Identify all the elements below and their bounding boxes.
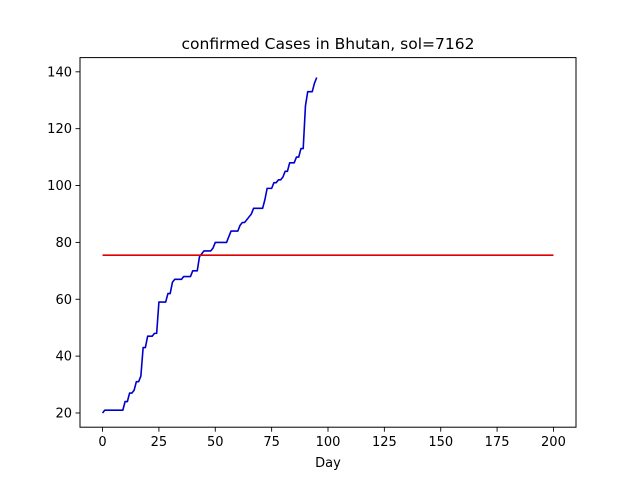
series-layer xyxy=(101,77,554,414)
y-tick-label: 60 xyxy=(55,293,72,308)
y-tick-label: 40 xyxy=(55,350,72,365)
chart-title: confirmed Cases in Bhutan, sol=7162 xyxy=(182,35,475,53)
x-tick-label: 50 xyxy=(207,435,224,450)
x-tick-label: 150 xyxy=(428,435,453,450)
x-axis: 0 25 50 75 100 125 150 175 200 xyxy=(98,427,566,450)
x-axis-label: Day xyxy=(315,456,341,471)
y-tick-label: 100 xyxy=(47,179,72,194)
series-line-0 xyxy=(101,77,318,414)
y-tick-label: 120 xyxy=(47,122,72,137)
x-tick-label: 175 xyxy=(485,435,510,450)
x-tick-label: 25 xyxy=(151,435,168,450)
y-tick-label: 140 xyxy=(47,65,72,80)
x-tick-label: 0 xyxy=(98,435,106,450)
y-tick-label: 80 xyxy=(55,236,72,251)
y-tick-label: 20 xyxy=(55,406,72,421)
x-tick-label: 100 xyxy=(316,435,341,450)
x-tick-label: 75 xyxy=(263,435,280,450)
x-tick-label: 125 xyxy=(372,435,397,450)
y-axis: 20 40 60 80 100 120 140 xyxy=(47,65,80,421)
x-tick-label: 200 xyxy=(541,435,566,450)
